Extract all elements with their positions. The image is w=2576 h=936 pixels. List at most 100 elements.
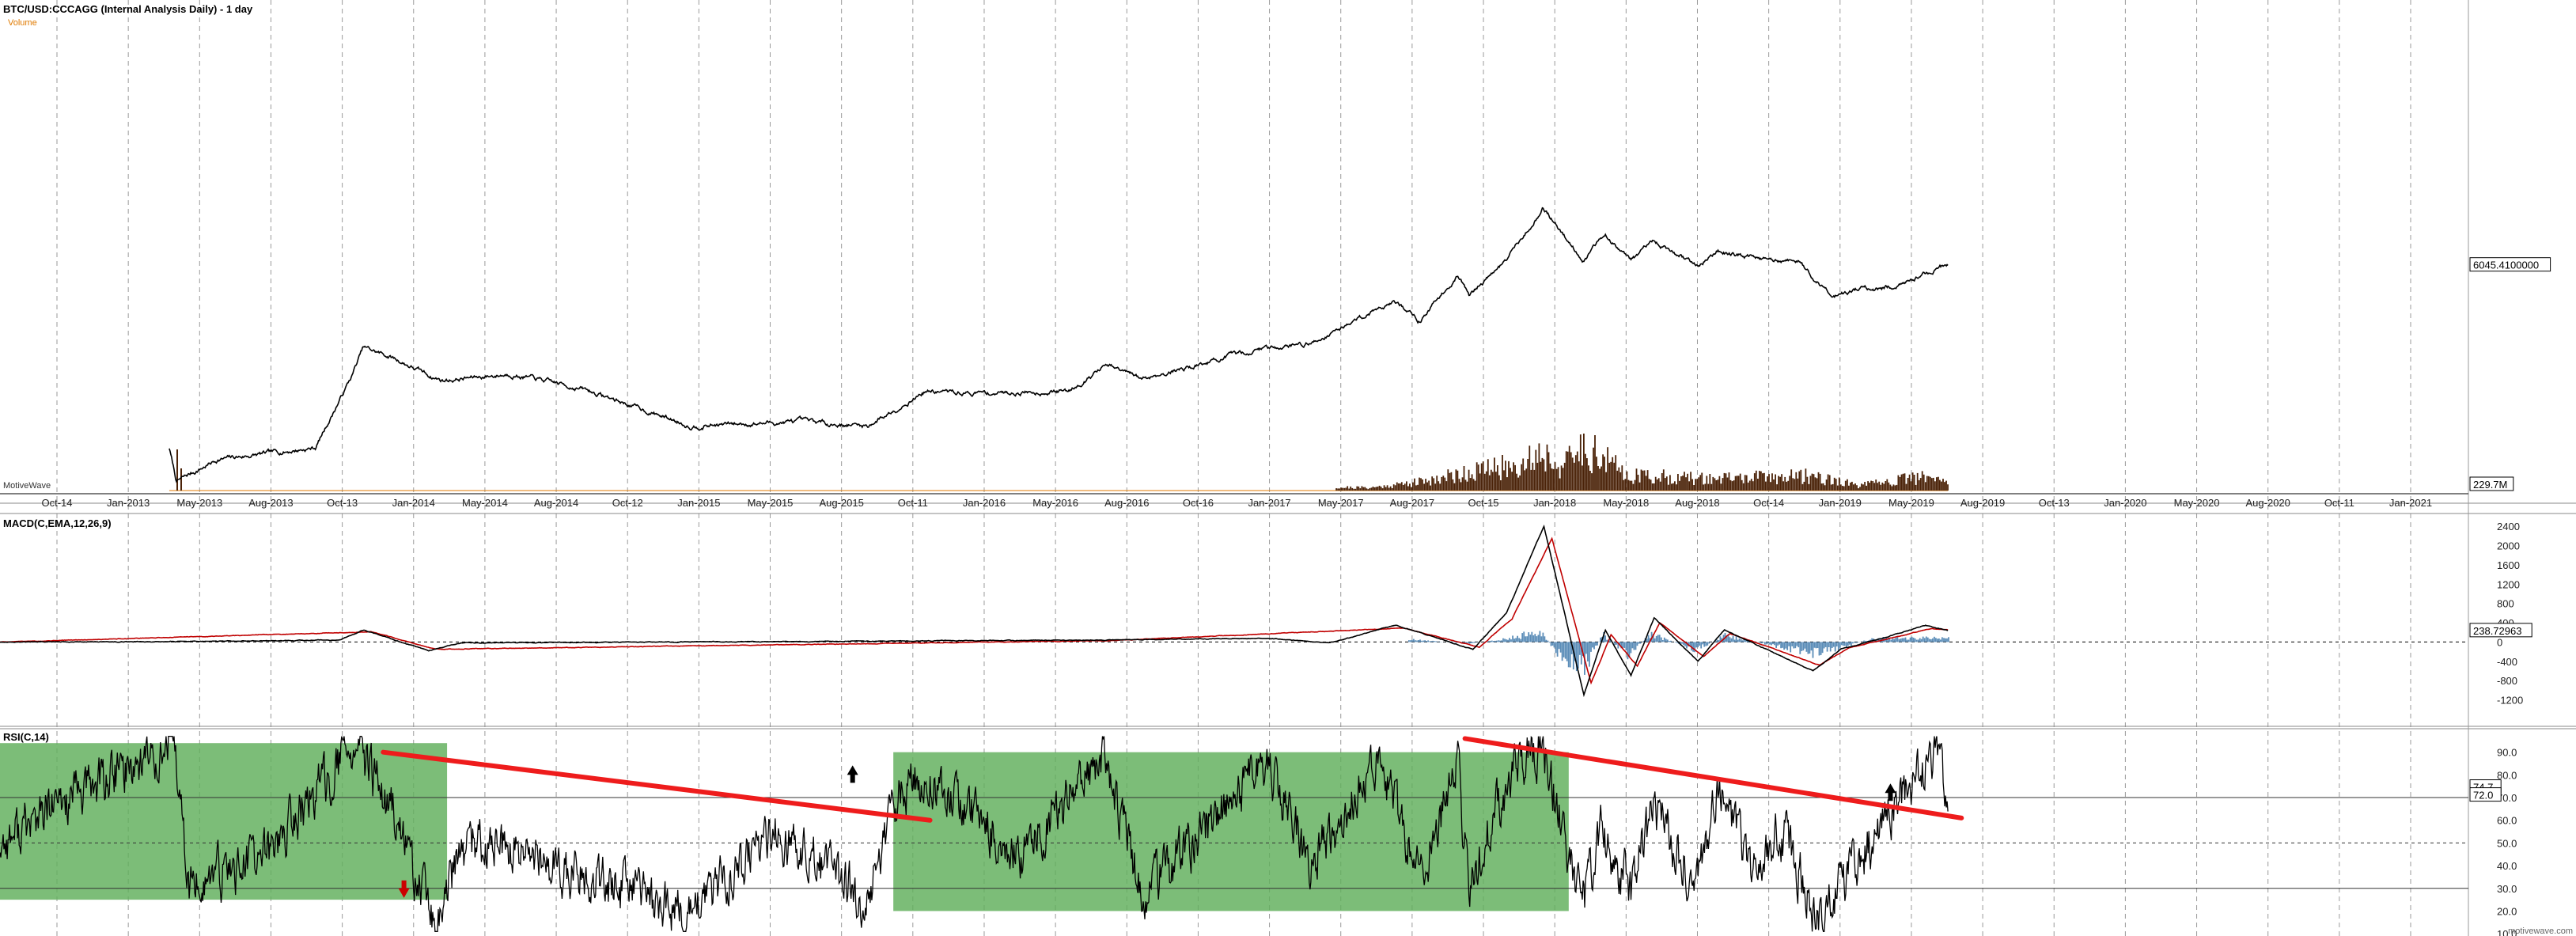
volume-bar-79 xyxy=(1461,477,1464,491)
volume-bar-10 xyxy=(1351,487,1354,491)
macd-histogram-bar-304 xyxy=(1893,639,1896,642)
macd-histogram-bar-144 xyxy=(1638,642,1640,644)
volume-bar-136 xyxy=(1552,468,1555,491)
volume-bar-351 xyxy=(1896,484,1898,491)
macd-histogram-bar-224 xyxy=(1766,642,1767,645)
macd-histogram-bar-13 xyxy=(1429,641,1430,642)
x-tick-label-11: Aug-2015 xyxy=(819,497,863,509)
volume-bar-240 xyxy=(1718,476,1721,491)
volume-bar-264 xyxy=(1757,479,1759,491)
volume-bar-293 xyxy=(1803,481,1805,491)
volume-bar-78 xyxy=(1460,482,1462,491)
volume-bar-19 xyxy=(1366,488,1368,491)
macd-histogram-bar-152 xyxy=(1650,631,1653,642)
volume-bar-249 xyxy=(1733,480,1735,491)
volume-label: Volume xyxy=(8,18,37,28)
volume-bar-3 xyxy=(1340,487,1342,491)
volume-bar-171 xyxy=(1608,462,1611,491)
volume-bar-378 xyxy=(1939,479,1941,491)
volume-bar-232 xyxy=(1706,476,1708,491)
volume-bar-128 xyxy=(1540,461,1542,491)
volume-bar-90 xyxy=(1479,473,1481,491)
macd-histogram-bar-73 xyxy=(1525,636,1527,642)
x-tick-label-5: Jan-2014 xyxy=(392,497,435,509)
macd-histogram-bar-55 xyxy=(1496,640,1498,642)
rsi-y-tick-3: 60.0 xyxy=(2497,815,2517,827)
volume-bar-68 xyxy=(1444,477,1446,491)
macd-histogram-bar-265 xyxy=(1831,642,1833,648)
volume-bar-332 xyxy=(1866,485,1867,491)
volume-badge-box xyxy=(2469,476,2514,491)
macd-histogram-bar-185 xyxy=(1703,642,1706,647)
volume-bar-62 xyxy=(1434,483,1437,491)
volume-bar-224 xyxy=(1693,485,1695,491)
volume-bar-20 xyxy=(1367,489,1369,491)
volume-bar-361 xyxy=(1911,472,1914,491)
macd-histogram-bar-295 xyxy=(1879,638,1881,642)
macd-histogram-bar-320 xyxy=(1919,638,1921,642)
macd-histogram-bar-267 xyxy=(1834,642,1836,652)
macd-histogram-bar-100 xyxy=(1567,642,1570,668)
volume-bar-338 xyxy=(1875,479,1877,491)
volume-bar-337 xyxy=(1873,483,1876,491)
volume-bar-122 xyxy=(1530,469,1532,491)
volume-bar-219 xyxy=(1685,477,1687,491)
volume-bar-154 xyxy=(1582,465,1583,491)
volume-bar-2 xyxy=(1339,488,1340,491)
macd-histogram-bar-155 xyxy=(1655,635,1657,642)
volume-bar-109 xyxy=(1510,468,1511,491)
volume-bar-370 xyxy=(1926,476,1928,491)
macd-histogram-bar-122 xyxy=(1603,632,1604,642)
volume-bar-383 xyxy=(1947,484,1949,491)
macd-histogram-bar-327 xyxy=(1930,639,1932,642)
macd-histogram-bar-236 xyxy=(1785,642,1787,649)
volume-bar-223 xyxy=(1691,479,1693,491)
volume-bar-280 xyxy=(1782,481,1784,491)
macd-histogram-bar-124 xyxy=(1606,639,1608,642)
volume-bar-234 xyxy=(1709,474,1711,491)
footer-label: motivewave.com xyxy=(2508,927,2573,936)
macd-histogram-bar-117 xyxy=(1595,642,1597,646)
volume-bar-7 xyxy=(1347,486,1349,491)
macd-histogram-bar-310 xyxy=(1903,638,1905,642)
volume-bar-6 xyxy=(1345,487,1347,491)
volume-bar-33 xyxy=(1388,487,1390,491)
volume-bar-202 xyxy=(1657,478,1660,491)
macd-histogram-bar-60 xyxy=(1504,639,1506,642)
macd-histogram-bar-136 xyxy=(1625,642,1627,651)
volume-bar-116 xyxy=(1521,464,1523,491)
volume-bar-83 xyxy=(1468,469,1470,491)
macd-histogram-bar-90 xyxy=(1551,642,1554,646)
right-axis: 6045.4100000229.7M2400200016001200800400… xyxy=(2469,257,2551,936)
macd-histogram-bar-292 xyxy=(1874,639,1877,642)
volume-bar-137 xyxy=(1554,462,1556,491)
macd-histogram-bar-101 xyxy=(1569,642,1571,668)
volume-bar-184 xyxy=(1629,480,1631,491)
volume-bar-53 xyxy=(1420,478,1422,491)
macd-histogram-bar-324 xyxy=(1925,636,1927,642)
macd-histogram-bar-130 xyxy=(1616,642,1618,645)
volume-bar-45 xyxy=(1407,486,1409,491)
volume-bar-89 xyxy=(1477,464,1479,491)
volume-bar-71 xyxy=(1449,472,1451,491)
volume-bar-170 xyxy=(1607,447,1608,491)
macd-title: MACD(C,EMA,12,26,9) xyxy=(3,517,112,529)
macd-histogram-bar-126 xyxy=(1609,639,1612,642)
volume-bar-372 xyxy=(1929,476,1931,491)
macd-histogram-bar-314 xyxy=(1909,637,1911,642)
volume-bar-203 xyxy=(1659,481,1661,491)
volume-bar-277 xyxy=(1778,476,1779,491)
macd-histogram-bar-326 xyxy=(1928,639,1930,642)
macd-histogram-bar-14 xyxy=(1430,641,1432,642)
volume-bar-278 xyxy=(1779,476,1781,491)
x-tick-label-31: Aug-2020 xyxy=(2246,497,2290,509)
volume-bar-342 xyxy=(1881,482,1884,491)
macd-histogram-bar-87 xyxy=(1547,640,1549,642)
volume-bar-95 xyxy=(1487,459,1489,491)
volume-bar-57 xyxy=(1426,482,1428,491)
macd-histogram-bar-266 xyxy=(1832,642,1835,647)
volume-bar-167 xyxy=(1602,454,1604,491)
volume-bar-98 xyxy=(1491,472,1494,491)
macd-histogram-bar-203 xyxy=(1732,635,1734,642)
